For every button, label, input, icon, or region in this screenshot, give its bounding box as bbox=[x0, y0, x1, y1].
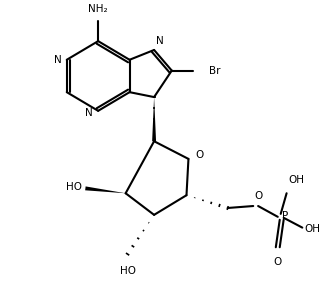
Text: NH₂: NH₂ bbox=[88, 4, 108, 14]
Polygon shape bbox=[85, 186, 126, 193]
Text: HO: HO bbox=[66, 182, 82, 192]
Text: O: O bbox=[274, 257, 282, 267]
Polygon shape bbox=[152, 97, 156, 141]
Text: HO: HO bbox=[119, 266, 136, 276]
Text: N: N bbox=[54, 55, 62, 65]
Text: OH: OH bbox=[304, 224, 320, 234]
Text: N: N bbox=[86, 108, 93, 118]
Text: N: N bbox=[156, 36, 164, 46]
Text: OH: OH bbox=[289, 175, 305, 185]
Text: Br: Br bbox=[209, 66, 221, 76]
Text: O: O bbox=[195, 150, 204, 160]
Text: P: P bbox=[282, 211, 288, 221]
Text: O: O bbox=[254, 191, 262, 201]
